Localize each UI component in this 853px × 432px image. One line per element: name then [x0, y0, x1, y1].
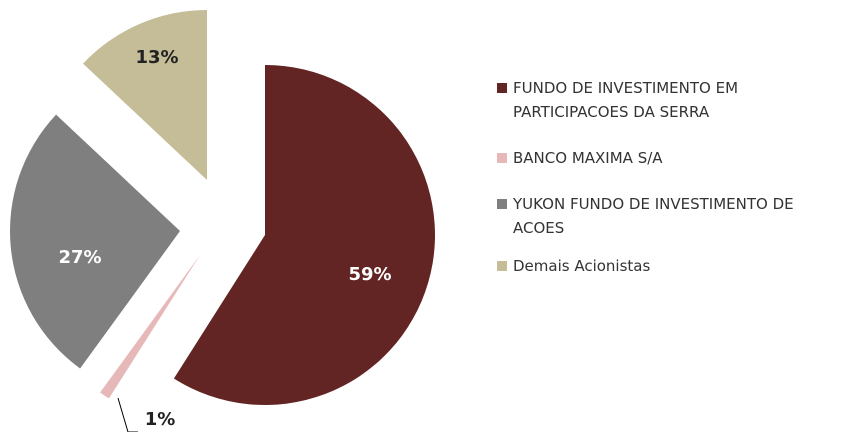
legend-label: BANCO MAXIMA S/A [513, 149, 663, 167]
pie-slice [83, 10, 207, 180]
legend: FUNDO DE INVESTIMENTO EM PARTICIPACOES D… [497, 76, 847, 278]
legend-item: YUKON FUNDO DE INVESTIMENTO DE ACOES [497, 192, 847, 240]
pie-slice [100, 255, 200, 399]
legend-swatch [497, 153, 507, 163]
legend-swatch [497, 83, 507, 93]
legend-swatch [497, 199, 507, 209]
pie-slice [173, 65, 436, 405]
legend-item: FUNDO DE INVESTIMENTO EM PARTICIPACOES D… [497, 76, 847, 124]
legend-label: Demais Acionistas [513, 257, 651, 275]
data-label: 27% [58, 247, 101, 268]
data-label: 1% [145, 409, 176, 430]
pie-slice [9, 114, 180, 369]
legend-item: BANCO MAXIMA S/A [497, 146, 847, 170]
data-label: 13% [135, 47, 178, 68]
data-label: 59% [348, 264, 391, 285]
leader-line [117, 397, 138, 432]
legend-item: Demais Acionistas [497, 254, 847, 278]
legend-label: YUKON FUNDO DE INVESTIMENTO DE ACOES [513, 195, 794, 237]
legend-swatch [497, 261, 507, 271]
legend-label: FUNDO DE INVESTIMENTO EM PARTICIPACOES D… [513, 79, 739, 121]
